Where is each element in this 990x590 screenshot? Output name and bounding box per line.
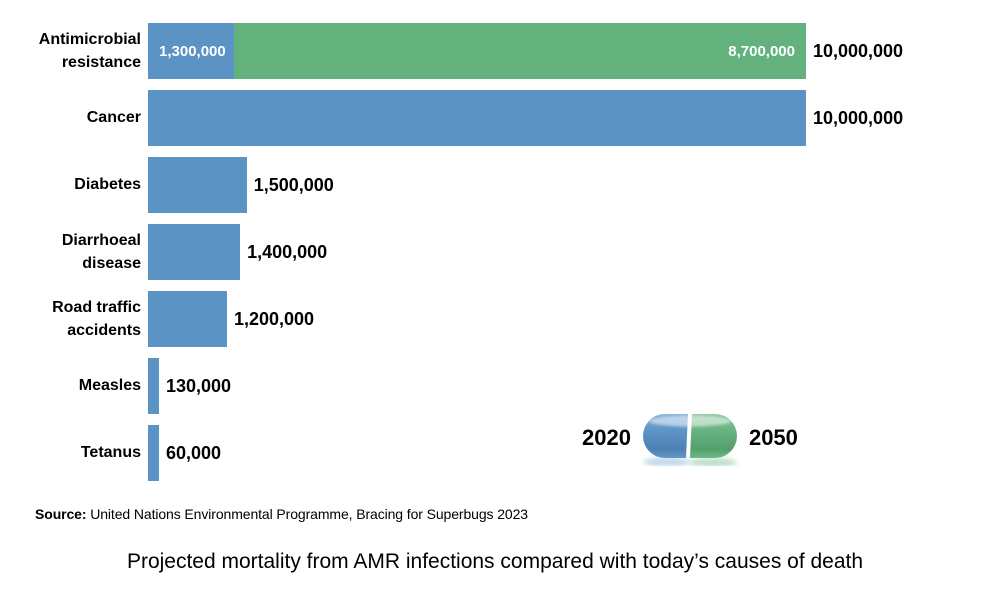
chart-row: Tetanus 60,000 — [0, 425, 990, 481]
category-label: Measles — [78, 377, 141, 395]
category-label: Diabetes — [74, 176, 141, 194]
category-label: Diarrhoeal disease — [61, 231, 141, 272]
category-label: Tetanus — [80, 444, 141, 462]
bar-segment-2020 — [148, 358, 159, 414]
chart-row: Cancer 10,000,000 — [0, 90, 990, 146]
source-text: United Nations Environmental Programme, … — [90, 506, 528, 522]
bar-area: 10,000,000 — [148, 90, 903, 146]
bar-segment-2020: 1,300,000 — [148, 23, 234, 79]
bar-segment-2050: 8,700,000 — [233, 23, 806, 79]
bar-value-label: 1,200,000 — [233, 308, 315, 329]
bar-value-label: 1,400,000 — [247, 241, 328, 262]
bar-area: 1,400,000 — [148, 224, 327, 280]
segment-value-label: 8,700,000 — [728, 42, 795, 60]
bar-value-label: 10,000,000 — [812, 40, 904, 61]
bar-segment-2020 — [148, 224, 241, 280]
bar-chart: Antimicrobial resistance 1,300,000 8,700,0… — [0, 23, 990, 492]
bar-segment-2020 — [148, 291, 227, 347]
chart-title: Projected mortality from AMR infections … — [126, 550, 864, 573]
bar-value-label: 60,000 — [166, 442, 222, 463]
chart-row: Road traffic accidents 1,200,000 — [0, 291, 990, 347]
bar-area: 1,300,000 8,700,000 10,000,000 — [148, 23, 903, 79]
chart-row: Antimicrobial resistance 1,300,000 8,700,0… — [0, 23, 990, 79]
chart-row: Measles 130,000 — [0, 358, 990, 414]
bar-area: 1,500,000 — [148, 157, 334, 213]
source-label: Source: — [35, 506, 91, 522]
bar-value-label: 130,000 — [166, 375, 232, 396]
legend-label-2020: 2020 — [582, 425, 631, 450]
bar-segment-2020 — [148, 90, 806, 146]
bar-area: 1,200,000 — [148, 291, 314, 347]
chart-row: Diarrhoeal disease 1,400,000 — [0, 224, 990, 280]
category-label: Road traffic accidents — [52, 298, 141, 339]
bar-value-label: 10,000,000 — [813, 107, 904, 128]
bar-value-label: 1,500,000 — [253, 174, 334, 195]
bar-area: 130,000 — [148, 358, 231, 414]
category-label: Antimicrobial resistance — [38, 30, 141, 71]
bar-segment-2020 — [148, 157, 247, 213]
pill-capsule-icon — [642, 414, 737, 466]
legend: 2020 — [582, 410, 798, 466]
source-line: Source: United Nations Environmental Pro… — [35, 506, 528, 522]
legend-label-2050: 2050 — [748, 425, 798, 450]
category-label: Cancer — [86, 109, 141, 127]
chart-row: Diabetes 1,500,000 — [0, 157, 990, 213]
bar-area: 60,000 — [148, 425, 221, 481]
bar-segment-2020 — [148, 425, 159, 481]
segment-value-label: 1,300,000 — [159, 42, 226, 60]
